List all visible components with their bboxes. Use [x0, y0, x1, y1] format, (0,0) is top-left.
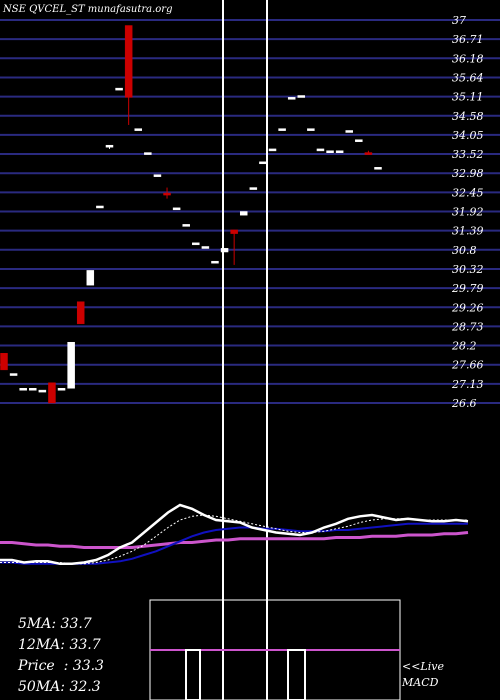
- ma-slow-line: [0, 522, 468, 565]
- price-level-label: 27.13: [451, 378, 484, 391]
- price-level-label: 34.05: [452, 129, 484, 142]
- price-axis-labels: 37 36.71 36.18 35.64 35.11 34.58 34.05 33.52 32.…: [451, 14, 484, 410]
- candle-body: [201, 246, 210, 249]
- candle-body: [287, 97, 296, 100]
- legend-label: Price: [18, 658, 55, 674]
- legend-label: 5MA: [18, 616, 52, 632]
- price-level-label: 26.6: [451, 397, 477, 410]
- macd-name: MACD: [402, 676, 439, 689]
- price-level-label: 32.98: [452, 167, 484, 180]
- price-level-label: 28.2: [451, 340, 477, 353]
- candlestick-series: [0, 25, 382, 404]
- legend-50ma: 50MA: 32.3: [18, 679, 101, 695]
- legend-value: 33.7: [69, 637, 101, 653]
- legend-label: 12MA: [18, 637, 61, 653]
- candle-body: [9, 373, 18, 376]
- candle-body: [192, 242, 200, 246]
- candle-body: [57, 388, 66, 391]
- candle-body: [105, 144, 114, 148]
- candle-body: [124, 25, 133, 98]
- chart-title: NSE QVCEL_ST munafasutra.org: [3, 4, 173, 15]
- price-level-label: 33.52: [452, 148, 484, 161]
- candle-body: [115, 87, 123, 91]
- candle-body: [297, 95, 306, 98]
- macd-bar: [287, 649, 306, 700]
- legend-label: 50MA: [18, 679, 61, 695]
- candle-body: [19, 388, 27, 391]
- candle-body: [182, 224, 190, 227]
- price-level-label: 30.8: [452, 244, 477, 257]
- macd-live-label: <<Live: [402, 660, 444, 673]
- price-level-label: 32.45: [452, 186, 484, 199]
- price-level-label: 34.58: [452, 110, 484, 123]
- macd-bar: [185, 649, 201, 700]
- price-grid-lines: [0, 19, 500, 404]
- price-line: [0, 503, 469, 566]
- legend-value: 32.3: [69, 679, 101, 695]
- macd-panel: [149, 599, 401, 700]
- candle-body: [278, 128, 286, 131]
- candle-body: [316, 148, 325, 152]
- candle-body: [364, 152, 373, 155]
- candle-body: [249, 187, 258, 190]
- price-level-label: 30.32: [452, 263, 484, 276]
- candle-body: [211, 260, 219, 264]
- legend-value: 33.3: [72, 658, 104, 674]
- candle-body: [230, 229, 238, 234]
- candle-body: [326, 150, 334, 153]
- separator-lines: [222, 0, 268, 700]
- candle-body: [172, 207, 181, 211]
- candle-body: [76, 301, 85, 325]
- candle-body: [86, 270, 95, 286]
- candle-body: [220, 248, 229, 253]
- price-level-label: 27.66: [451, 359, 484, 372]
- price-level-label: 29.79: [451, 282, 484, 295]
- candle-body: [268, 148, 277, 152]
- price-level-label: 36.18: [452, 52, 484, 65]
- legend-12ma: 12MA: 33.7: [18, 637, 101, 653]
- candle-body: [153, 174, 162, 177]
- candle-body: [96, 205, 104, 209]
- candle-body: [0, 353, 8, 371]
- price-level-label: 35.11: [452, 91, 484, 104]
- candle-body: [355, 139, 363, 142]
- legend-price: Price : 33.3: [18, 658, 104, 674]
- price-level-label: 28.73: [451, 320, 484, 333]
- candle-body: [144, 152, 152, 155]
- candle-body: [48, 382, 56, 404]
- legend-value: 33.7: [60, 616, 92, 632]
- candle-body: [374, 167, 382, 170]
- candle-body: [134, 128, 143, 131]
- candle-body: [239, 211, 248, 216]
- candle-body: [335, 150, 344, 153]
- candle-body: [67, 341, 75, 389]
- candle-body: [38, 389, 47, 393]
- price-level-label: 31.92: [452, 206, 484, 219]
- price-level-label: 31.39: [452, 225, 484, 238]
- ma-long-line: [0, 531, 469, 549]
- candle-body: [29, 388, 37, 391]
- price-level-label: 37: [452, 14, 466, 27]
- candle-body: [259, 161, 267, 165]
- moving-average-lines: [0, 503, 469, 566]
- candle-body: [163, 192, 171, 196]
- legend-5ma: 5MA: 33.7: [18, 616, 92, 632]
- candle-body: [307, 128, 315, 131]
- price-level-label: 35.64: [452, 71, 484, 84]
- candle-body: [345, 130, 353, 133]
- price-level-label: 36.71: [452, 33, 484, 46]
- price-level-label: 29.26: [451, 301, 484, 314]
